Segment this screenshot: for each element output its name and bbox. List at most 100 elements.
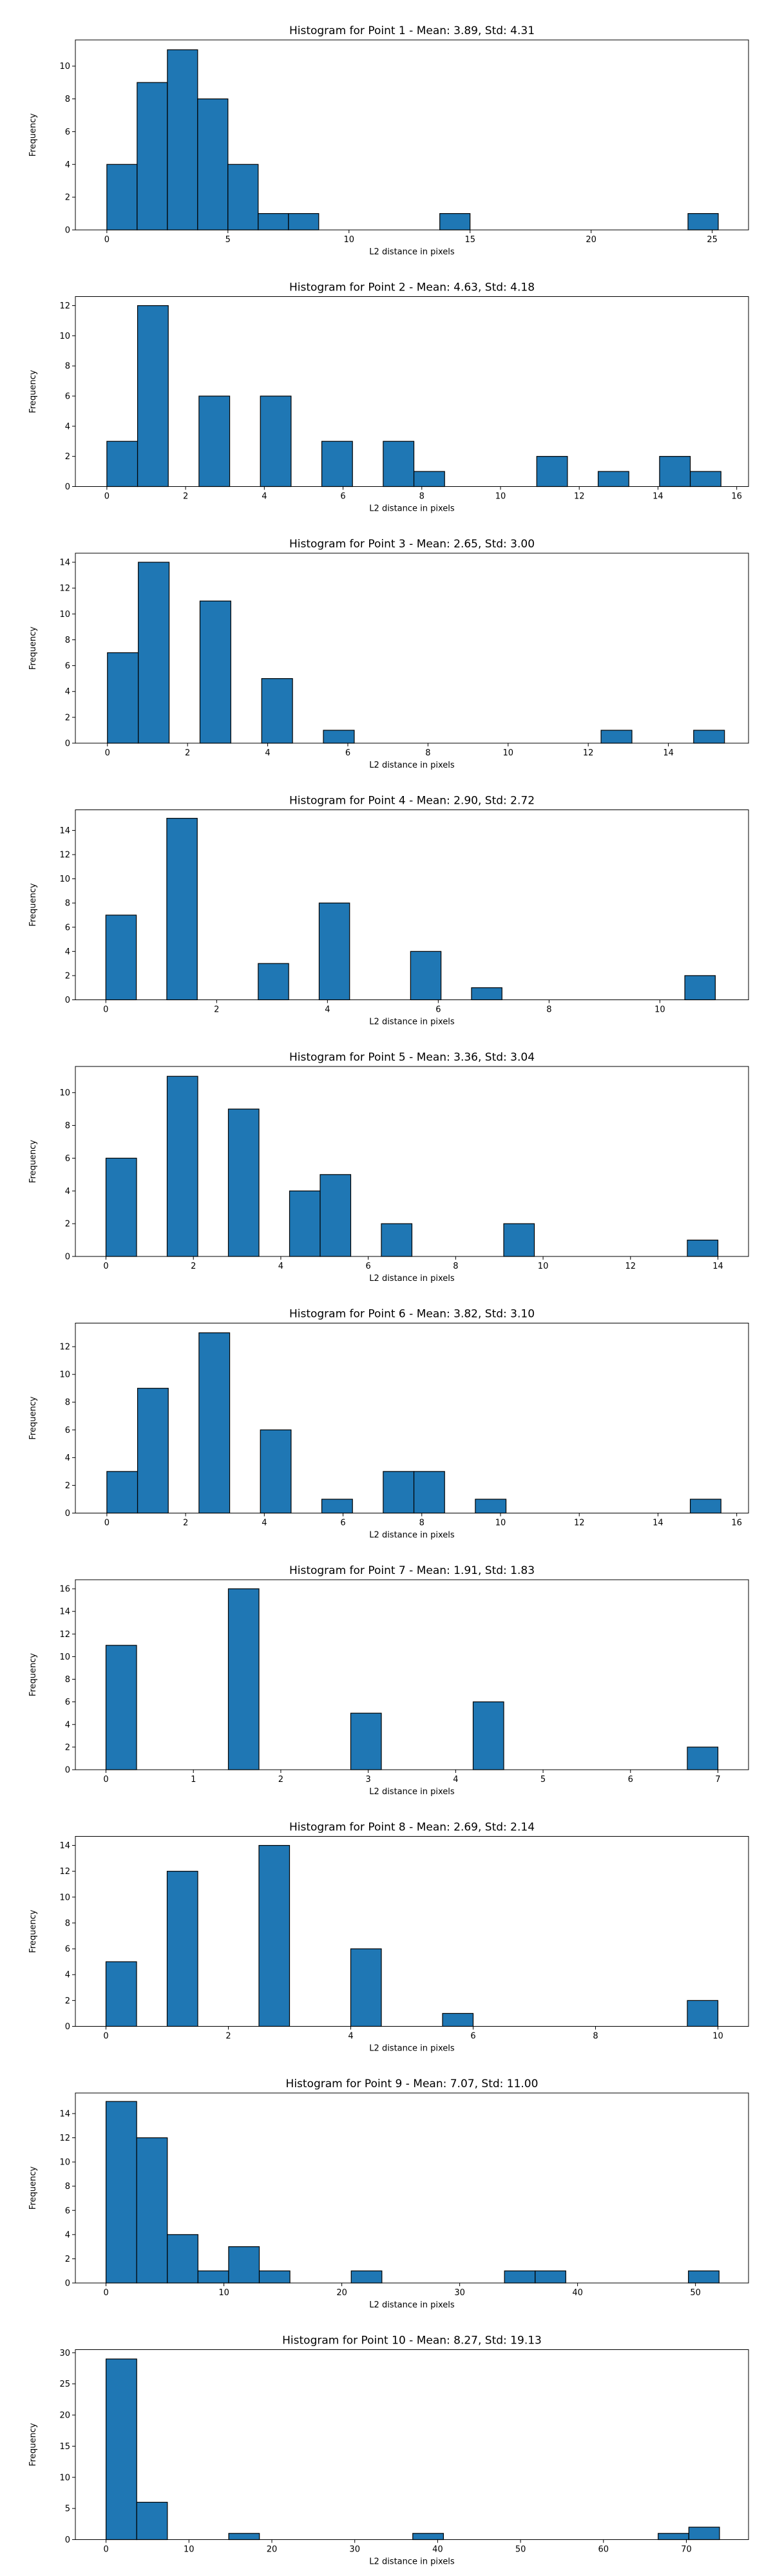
y-tick-label: 4 (65, 2230, 70, 2240)
x-tick-label: 8 (453, 1262, 458, 1271)
y-axis-label: Frequency (28, 113, 38, 156)
x-tick-label: 10 (495, 492, 506, 502)
x-axis-label: L2 distance in pixels (369, 1274, 455, 1283)
plot-frame (75, 1836, 749, 2027)
x-axis-label: L2 distance in pixels (369, 2300, 455, 2310)
y-tick-label: 4 (65, 160, 70, 170)
x-tick-label: 4 (278, 1262, 283, 1271)
x-tick-label: 0 (103, 1775, 108, 1785)
histogram-bar (693, 730, 725, 744)
x-tick-label: 6 (366, 1262, 371, 1271)
y-tick-label: 12 (59, 1867, 70, 1877)
x-tick-label: 0 (103, 2032, 108, 2041)
plot-frame (75, 1066, 749, 1257)
histogram-bar (381, 1223, 413, 1257)
plot-frame (75, 2349, 749, 2540)
histogram-bar (536, 456, 568, 488)
x-axis-label: L2 distance in pixels (369, 1787, 455, 1797)
x-tick-label: 2 (191, 1262, 196, 1271)
x-tick-label: 0 (103, 2545, 108, 2555)
histogram-bar (321, 440, 353, 488)
y-tick-label: 4 (65, 687, 70, 697)
histogram-bar (504, 2270, 536, 2284)
x-tick-label: 4 (262, 1519, 267, 1528)
histogram-bar (197, 2270, 229, 2284)
histogram-panel-7: Histogram for Point 7 - Mean: 1.91, Std:… (28, 1564, 749, 1797)
panel-title: Histogram for Point 1 - Mean: 3.89, Std:… (289, 24, 535, 37)
histogram-bar (260, 395, 292, 488)
y-tick-label: 6 (65, 1154, 70, 1164)
histogram-bar (260, 1429, 292, 1514)
x-axis-label: L2 distance in pixels (369, 247, 455, 257)
histogram-bar (106, 2358, 137, 2541)
x-tick-label: 5 (540, 1775, 546, 1785)
histogram-bar (687, 1239, 719, 1257)
y-tick-label: 14 (59, 1607, 70, 1617)
histogram-panel-5: Histogram for Point 5 - Mean: 3.36, Std:… (28, 1051, 749, 1283)
y-tick-label: 14 (59, 1841, 70, 1851)
y-tick-label: 10 (59, 875, 70, 884)
x-axis-label: L2 distance in pixels (369, 2044, 455, 2054)
plot-frame (75, 810, 749, 1000)
y-tick-label: 2 (65, 713, 70, 723)
x-tick-label: 0 (103, 1262, 108, 1271)
histogram-bar (258, 1844, 291, 2027)
x-tick-label: 6 (435, 1005, 441, 1015)
x-tick-label: 4 (265, 748, 270, 758)
histogram-bar (288, 213, 320, 231)
x-tick-label: 2 (183, 1519, 188, 1528)
histogram-bar (289, 1190, 321, 1257)
y-tick-label: 25 (59, 2380, 70, 2389)
panel-title: Histogram for Point 7 - Mean: 1.91, Std:… (289, 1564, 535, 1577)
y-tick-label: 6 (65, 1698, 70, 1707)
x-tick-label: 6 (470, 2032, 475, 2041)
histogram-bar (472, 1701, 504, 1770)
x-tick-label: 4 (348, 2032, 353, 2041)
y-tick-label: 0 (65, 482, 70, 492)
y-tick-label: 8 (65, 1398, 70, 1408)
histogram-bar (658, 2533, 689, 2541)
y-tick-label: 0 (65, 1253, 70, 1262)
x-tick-label: 14 (653, 1519, 663, 1528)
plot-frame (75, 1579, 749, 1770)
histogram-bar (136, 2137, 168, 2284)
x-tick-label: 0 (104, 492, 110, 502)
histogram-bar (413, 471, 445, 488)
x-tick-label: 6 (340, 492, 345, 502)
y-axis-label: Frequency (28, 627, 38, 670)
y-tick-label: 6 (65, 2206, 70, 2216)
x-tick-label: 70 (681, 2545, 692, 2555)
histogram-panel-4: Histogram for Point 4 - Mean: 2.90, Std:… (28, 795, 749, 1027)
y-tick-label: 8 (65, 362, 70, 372)
histogram-bar (323, 730, 355, 744)
y-tick-label: 2 (65, 1220, 70, 1229)
histogram-bar (471, 987, 502, 1001)
y-tick-label: 6 (65, 661, 70, 671)
y-axis-label: Frequency (28, 883, 38, 926)
y-tick-label: 4 (65, 947, 70, 957)
histogram-bar (136, 2501, 168, 2541)
histogram-bar (600, 730, 633, 744)
x-tick-label: 14 (663, 748, 674, 758)
y-tick-label: 0 (65, 1766, 70, 1776)
y-tick-label: 8 (65, 899, 70, 909)
panel-title: Histogram for Point 8 - Mean: 2.69, Std:… (289, 1821, 535, 1834)
y-tick-label: 0 (65, 2535, 70, 2545)
y-axis-label: Frequency (28, 1653, 38, 1696)
histogram-bar (105, 914, 137, 1001)
x-tick-label: 12 (574, 1519, 585, 1528)
panel-title: Histogram for Point 5 - Mean: 3.36, Std:… (289, 1051, 535, 1064)
y-tick-label: 0 (65, 739, 70, 749)
histogram-bar (137, 1388, 169, 1514)
panel-title: Histogram for Point 10 - Mean: 8.27, Std… (282, 2334, 542, 2347)
y-tick-label: 12 (59, 1343, 70, 1352)
y-tick-label: 0 (65, 2022, 70, 2032)
y-tick-label: 16 (59, 1585, 70, 1595)
histogram-panel-3: Histogram for Point 3 - Mean: 2.65, Std:… (28, 538, 749, 770)
histogram-bar (261, 678, 293, 744)
y-tick-label: 4 (65, 1971, 70, 1980)
histogram-bar (442, 2012, 474, 2027)
histogram-bar (689, 1499, 721, 1514)
y-axis-label: Frequency (28, 2423, 38, 2466)
x-tick-label: 10 (184, 2545, 195, 2555)
